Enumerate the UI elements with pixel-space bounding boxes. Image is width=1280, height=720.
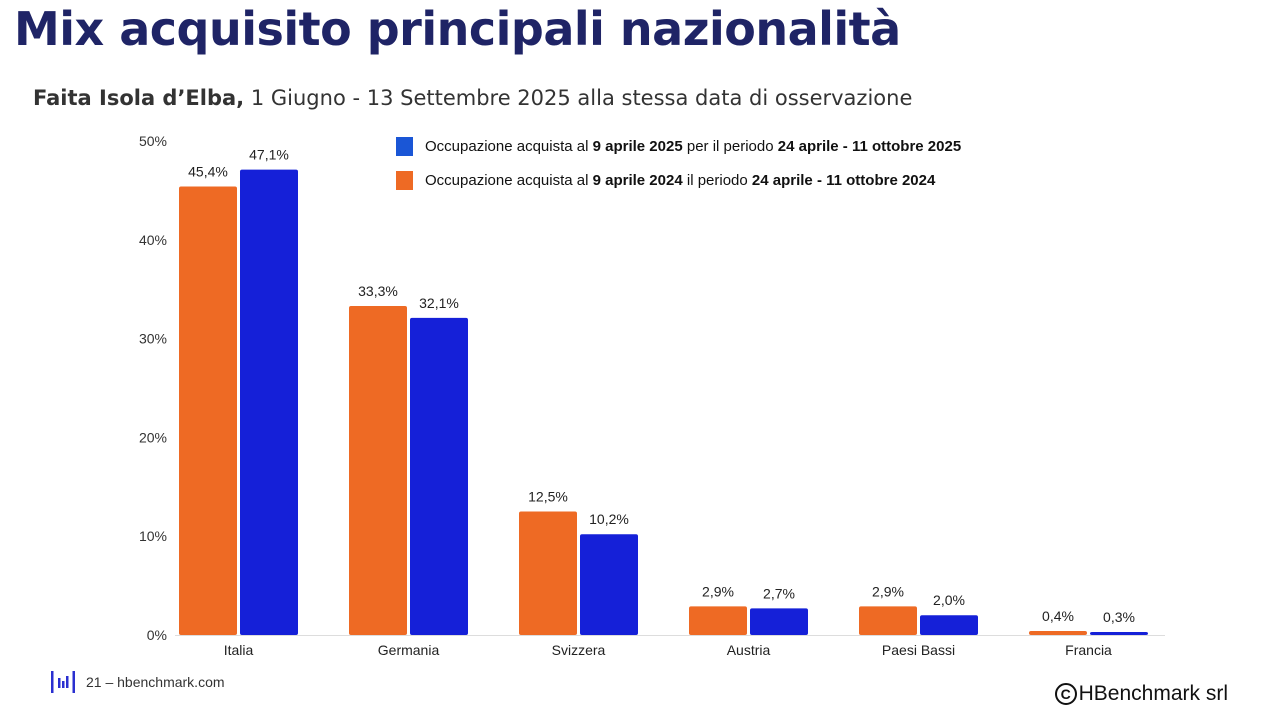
x-tick-label: Svizzera [552,642,606,658]
bar-2025 [240,169,298,636]
bar-2024 [349,305,407,635]
x-tick-label: Francia [1065,642,1112,658]
bar-2025 [410,317,468,635]
y-tick-label: 20% [139,429,167,445]
footer-page-text: 21 – hbenchmark.com [86,674,225,690]
y-tick-label: 50% [139,133,167,149]
data-label: 12,5% [528,489,568,505]
legend-date: 9 aprile 2024 [592,171,683,189]
bar-2025 [1090,632,1148,635]
legend-date: 9 aprile 2025 [592,137,683,155]
x-tick-label: Italia [224,642,254,658]
data-label: 32,1% [419,295,459,311]
legend-text: il periodo [682,171,752,189]
legend-swatch-2025 [396,136,413,156]
data-label: 0,4% [1042,608,1074,624]
bar-2025 [580,534,638,635]
bar-2024 [1029,631,1087,635]
x-tick-label: Austria [727,642,771,658]
bar-2025 [750,608,808,635]
legend-text: per il periodo [682,137,778,155]
x-tick-label: Paesi Bassi [882,642,955,658]
page-subtitle: Faita Isola d’Elba, 1 Giugno - 13 Settem… [33,86,912,110]
y-tick-label: 10% [139,528,167,544]
legend-text: Occupazione acquista al [425,137,593,155]
y-tick-label: 40% [139,232,167,248]
data-label: 45,4% [188,163,228,179]
legend-period: 24 aprile - 11 ottobre 2025 [777,137,962,155]
subtitle-period: 1 Giugno - 13 Settembre 2025 alla stessa… [244,86,913,110]
y-tick-label: 0% [147,627,167,643]
y-tick-label: 30% [139,331,167,347]
data-label: 2,7% [763,585,795,601]
data-label: 2,9% [872,583,904,599]
bar-2024 [859,606,917,635]
bar-2024 [689,606,747,635]
footer-copyright: C HBenchmark srl [1054,682,1228,706]
legend-swatch-2024 [396,170,413,190]
hbenchmark-logo-icon [51,671,75,693]
data-label: 33,3% [358,283,398,299]
bar-2024 [519,511,577,635]
copyright-text: HBenchmark srl [1078,682,1228,705]
page-title: Mix acquisito principali nazionalità [14,2,901,56]
x-tick-label: Germania [378,642,440,658]
subtitle-location: Faita Isola d’Elba, [33,86,245,110]
data-label: 2,0% [933,592,965,608]
data-label: 2,9% [702,583,734,599]
data-label: 0,3% [1103,609,1135,625]
legend-item-2025: Occupazione acquista al 9 aprile 2025 pe… [396,136,961,156]
legend-text: Occupazione acquista al [425,171,593,189]
bar-2024 [179,186,237,635]
bar-2025 [920,615,978,635]
data-label: 10,2% [589,511,629,527]
legend-period: 24 aprile - 11 ottobre 2024 [751,171,936,189]
data-label: 47,1% [249,147,289,163]
copyright-icon: C [1054,683,1077,705]
chart-legend: Occupazione acquista al 9 aprile 2025 pe… [396,136,961,204]
legend-item-2024: Occupazione acquista al 9 aprile 2024 il… [396,170,961,190]
footer-page-info: 21 – hbenchmark.com [50,670,225,694]
